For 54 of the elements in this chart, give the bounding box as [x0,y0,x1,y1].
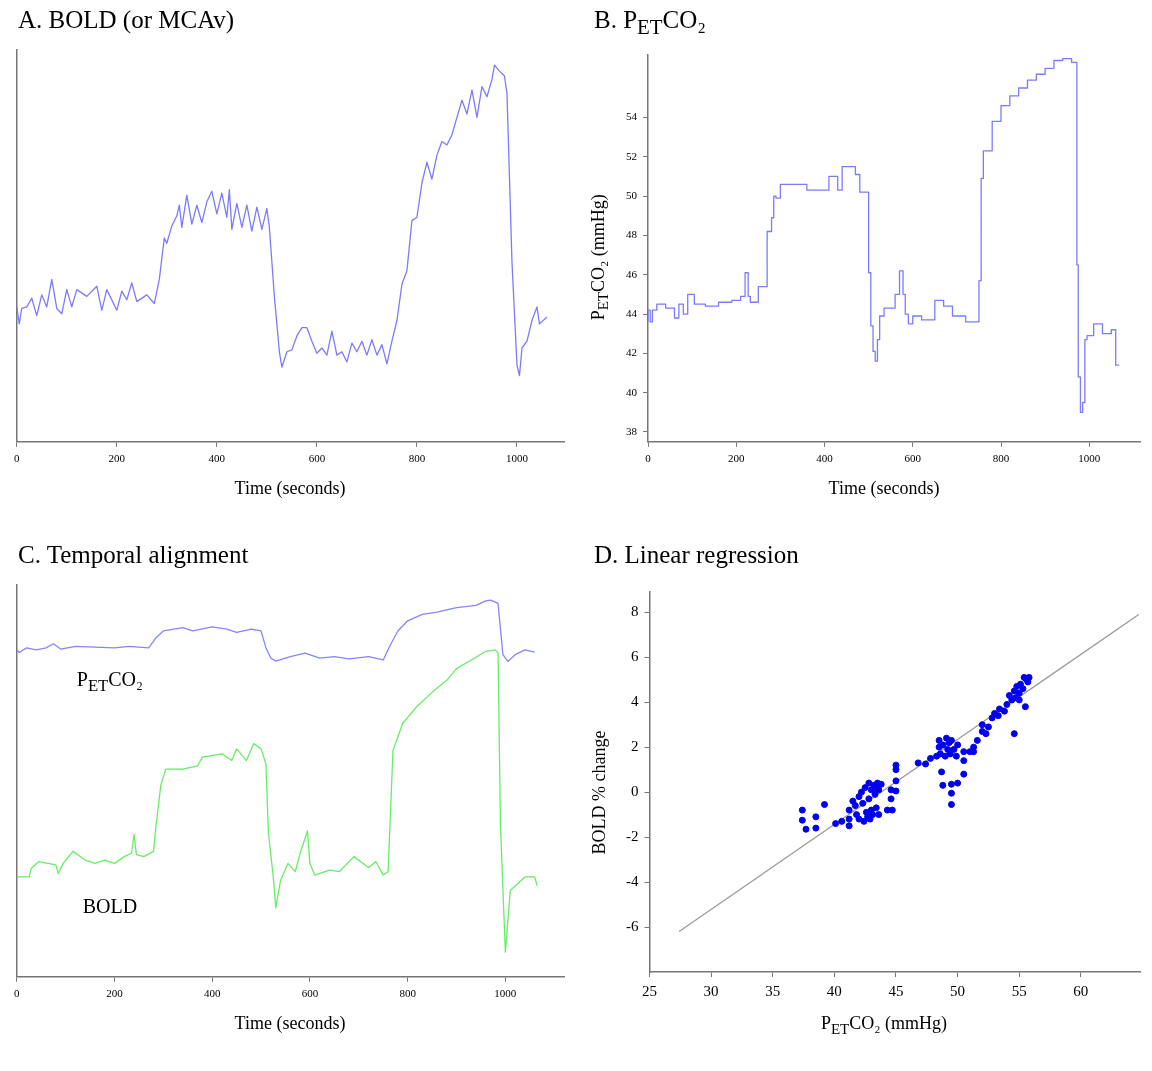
y-axis-title: BOLD % change [589,730,611,854]
x-tick-label: 400 [203,987,221,1000]
x-tick-label: 200 [108,452,126,465]
y-tick-label: 48 [626,228,638,241]
y-tick-label: 0 [631,783,639,800]
x-tick-label: 0 [645,452,652,465]
x-tick-label: 600 [301,987,319,1000]
annotation: BOLD [82,894,138,918]
y-tick-label: 8 [631,603,639,620]
x-tick-label: 1000 [505,452,529,465]
y-tick-label: 4 [631,693,639,710]
x-tick-label: 600 [904,452,922,465]
x-axis-title: Time (seconds) [233,478,347,499]
x-tick-label: 400 [816,452,834,465]
y-tick-label: 2 [631,738,639,755]
x-tick-label: 800 [399,987,417,1000]
y-tick-label: -6 [626,917,639,934]
y-tick-label: 38 [626,424,638,437]
chart-title: A. BOLD (or MCAv) [18,6,235,34]
y-tick-label: 50 [626,189,638,202]
x-tick-label: 45 [888,982,904,999]
y-tick-label: 6 [631,648,639,665]
x-axis-title: P$_{ET}$CO₂ (mmHg) [819,1013,949,1038]
x-tick-label: 30 [703,982,719,999]
x-tick-label: 200 [728,452,745,465]
x-tick-label: 800 [408,452,426,465]
y-tick-label: 52 [626,149,637,162]
y-tick-label: 40 [626,385,638,398]
x-tick-label: 200 [106,987,124,1000]
x-tick-label: 0 [14,987,20,1000]
y-tick-label: -4 [626,873,639,889]
x-tick-label: 55 [1011,982,1027,999]
y-tick-label: 46 [626,267,638,280]
x-tick-label: 50 [950,982,966,999]
x-tick-label: 60 [1073,982,1089,999]
x-tick-label: 800 [992,452,1010,465]
y-tick-label: 42 [626,346,637,359]
x-tick-label: 1000 [1078,452,1101,465]
x-tick-label: 25 [642,982,657,999]
x-tick-label: 35 [765,982,781,999]
x-axis-title: Time (seconds) [233,1013,347,1034]
annotation: P$_{ET}$CO₂ [76,667,144,696]
x-tick-label: 600 [308,452,326,465]
y-tick-label: 54 [626,110,638,123]
x-axis-title: Time (seconds) [827,478,941,499]
chart-title: B. P$_{ET}$CO₂ [594,6,706,40]
y-tick-label: -2 [626,828,639,845]
chart-title: C. Temporal alignment [18,541,249,569]
x-tick-label: 0 [14,452,20,465]
y-tick-label: 44 [626,306,638,319]
x-tick-label: 40 [826,982,842,999]
chart-title: D. Linear regression [594,541,799,569]
x-tick-label: 400 [208,452,226,465]
x-tick-label: 1000 [494,987,517,1000]
